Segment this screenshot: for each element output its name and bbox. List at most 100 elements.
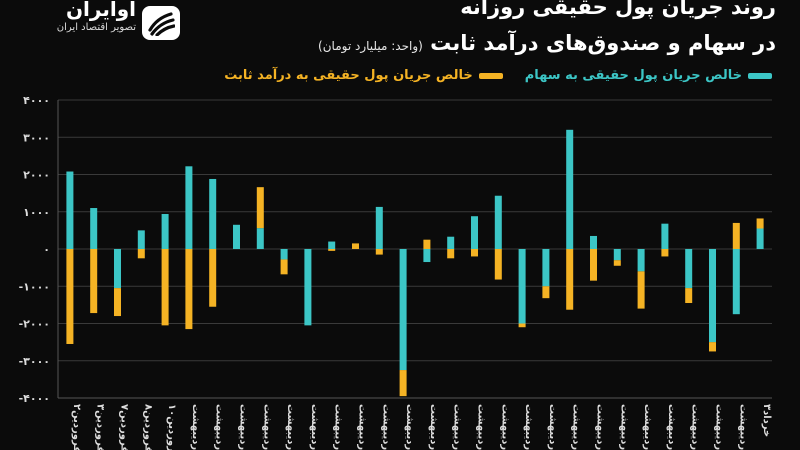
bar-fixed-income [637, 271, 645, 309]
x-tick-label: اردیبهشت [618, 404, 629, 450]
bar-stocks [447, 236, 455, 249]
bar-fixed-income [209, 249, 217, 307]
brand-logo [142, 6, 180, 40]
y-tick-label: -۳۰۰۰ [19, 355, 50, 368]
y-tick-label: -۱۰۰۰ [19, 280, 50, 293]
x-tick-label: اردیبهشت [714, 404, 725, 450]
bar-fixed-income [352, 243, 359, 249]
bar-stocks [471, 216, 478, 249]
x-tick-label: اردیبهشت [261, 404, 272, 450]
y-tick-label: ۱۰۰۰ [23, 206, 50, 219]
bar-stocks [566, 129, 574, 249]
y-tick-label: ۴۰۰۰ [23, 94, 50, 107]
legend-label-fixed-income: خالص جریان پول حقیقی به درآمد ثابت [224, 68, 473, 83]
bar-stocks [685, 249, 693, 289]
bar-stocks [399, 249, 407, 371]
bar-fixed-income [685, 288, 693, 304]
bar-fixed-income [590, 249, 597, 281]
bar-fixed-income [399, 370, 407, 397]
bar-stocks [328, 241, 336, 249]
x-tick-label: اردیبهشت [404, 404, 415, 450]
bar-stocks [613, 249, 621, 261]
legend-swatch-fixed-income [478, 72, 503, 79]
bar-stocks [256, 228, 264, 249]
x-tick-label: اردیبهشت [285, 404, 296, 450]
x-tick-label: اردیبهشت [476, 404, 487, 450]
bar-fixed-income [161, 249, 169, 326]
brand-name: آوایران [65, 0, 136, 21]
bar-stocks [637, 249, 645, 272]
legend-swatch-stocks [748, 72, 772, 79]
bar-fixed-income [185, 249, 193, 330]
bar-fixed-income [66, 249, 74, 344]
bar-stocks [90, 208, 98, 249]
bar-stocks [756, 228, 764, 249]
x-tick-label: اردیبهشت [190, 404, 201, 450]
bar-stocks [304, 249, 312, 326]
y-tick-label: -۴۰۰۰ [19, 392, 50, 405]
x-tick-label: اردیبهشت [690, 404, 701, 450]
bar-fixed-income [494, 249, 502, 280]
bar-fixed-income [732, 222, 740, 249]
x-tick-label: اردیبهشت [499, 404, 510, 450]
bar-stocks [209, 178, 217, 249]
bar-fixed-income [661, 249, 669, 257]
bar-stocks [114, 249, 121, 289]
x-tick-label: اردیبهشت [523, 404, 534, 450]
x-tick-label: اردیبهشت [452, 404, 463, 450]
bar-stocks [423, 249, 431, 263]
bar-fixed-income [471, 249, 478, 257]
bar-fixed-income [90, 249, 98, 314]
x-tick-label: اردیبهشت [214, 404, 225, 450]
bar-fixed-income [447, 249, 455, 259]
bar-stocks [280, 249, 288, 260]
bar-fixed-income [756, 218, 764, 229]
bar-fixed-income [423, 239, 431, 249]
x-tick-label: فروردین۷ [119, 404, 130, 450]
brand-logo-icon [148, 12, 175, 36]
x-tick-label: اردیبهشت [571, 404, 582, 450]
x-tick-label: اردیبهشت [428, 404, 439, 450]
bar-fixed-income [256, 187, 264, 229]
bar-stocks [661, 223, 669, 249]
header: آوایران تصویر اقتصاد ایران روند جریان پو… [0, 0, 800, 110]
bar-fixed-income [542, 286, 550, 299]
x-tick-label: اردیبهشت [357, 404, 368, 450]
x-tick-label: فروردین۲ [71, 404, 82, 450]
x-tick-label: اردیبهشت [642, 404, 653, 450]
x-tick-label: خرداد۳ [761, 404, 772, 437]
x-tick-label: اردیبهشت [737, 404, 748, 450]
y-tick-label: -۲۰۰۰ [19, 318, 50, 331]
bar-stocks [518, 249, 526, 324]
legend-item-stocks: خالص جریان پول حقیقی به سهام [525, 68, 772, 83]
x-tick-label: اردیبهشت [547, 404, 558, 450]
bar-fixed-income [137, 249, 145, 259]
x-tick-label: اردیبهشت [333, 404, 344, 450]
bar-stocks [185, 166, 193, 249]
bar-fixed-income [328, 249, 336, 251]
x-tick-label: اردیبهشت [380, 404, 391, 450]
bar-stocks [233, 224, 240, 249]
legend: خالص جریان پول حقیقی به سهام خالص جریان … [224, 68, 772, 83]
bar-fixed-income [375, 249, 383, 255]
x-tick-label: اردیبهشت [666, 404, 677, 450]
bar-fixed-income [518, 323, 526, 328]
x-tick-label: فروردین۸ [142, 404, 153, 450]
bar-fixed-income [613, 260, 621, 266]
chart-unit: (واحد: میلیارد تومان) [318, 39, 423, 53]
bar-fixed-income [280, 259, 288, 275]
x-tick-label: اردیبهشت [238, 404, 249, 450]
y-tick-label: ۲۰۰۰ [23, 169, 50, 182]
x-tick-label: اردیبهشت [309, 404, 320, 450]
chart-title: روند جریان پول حقیقی روزانه [460, 0, 776, 19]
bar-stocks [542, 249, 550, 287]
bar-stocks [732, 249, 740, 315]
chart-subtitle: در سهام و صندوق‌های درآمد ثابت [430, 31, 776, 55]
bar-stocks [137, 230, 145, 249]
bar-stocks [161, 213, 169, 249]
bar-stocks [375, 206, 383, 249]
legend-label-stocks: خالص جریان پول حقیقی به سهام [524, 68, 742, 83]
bar-stocks [709, 249, 716, 343]
bar-fixed-income [114, 288, 121, 317]
